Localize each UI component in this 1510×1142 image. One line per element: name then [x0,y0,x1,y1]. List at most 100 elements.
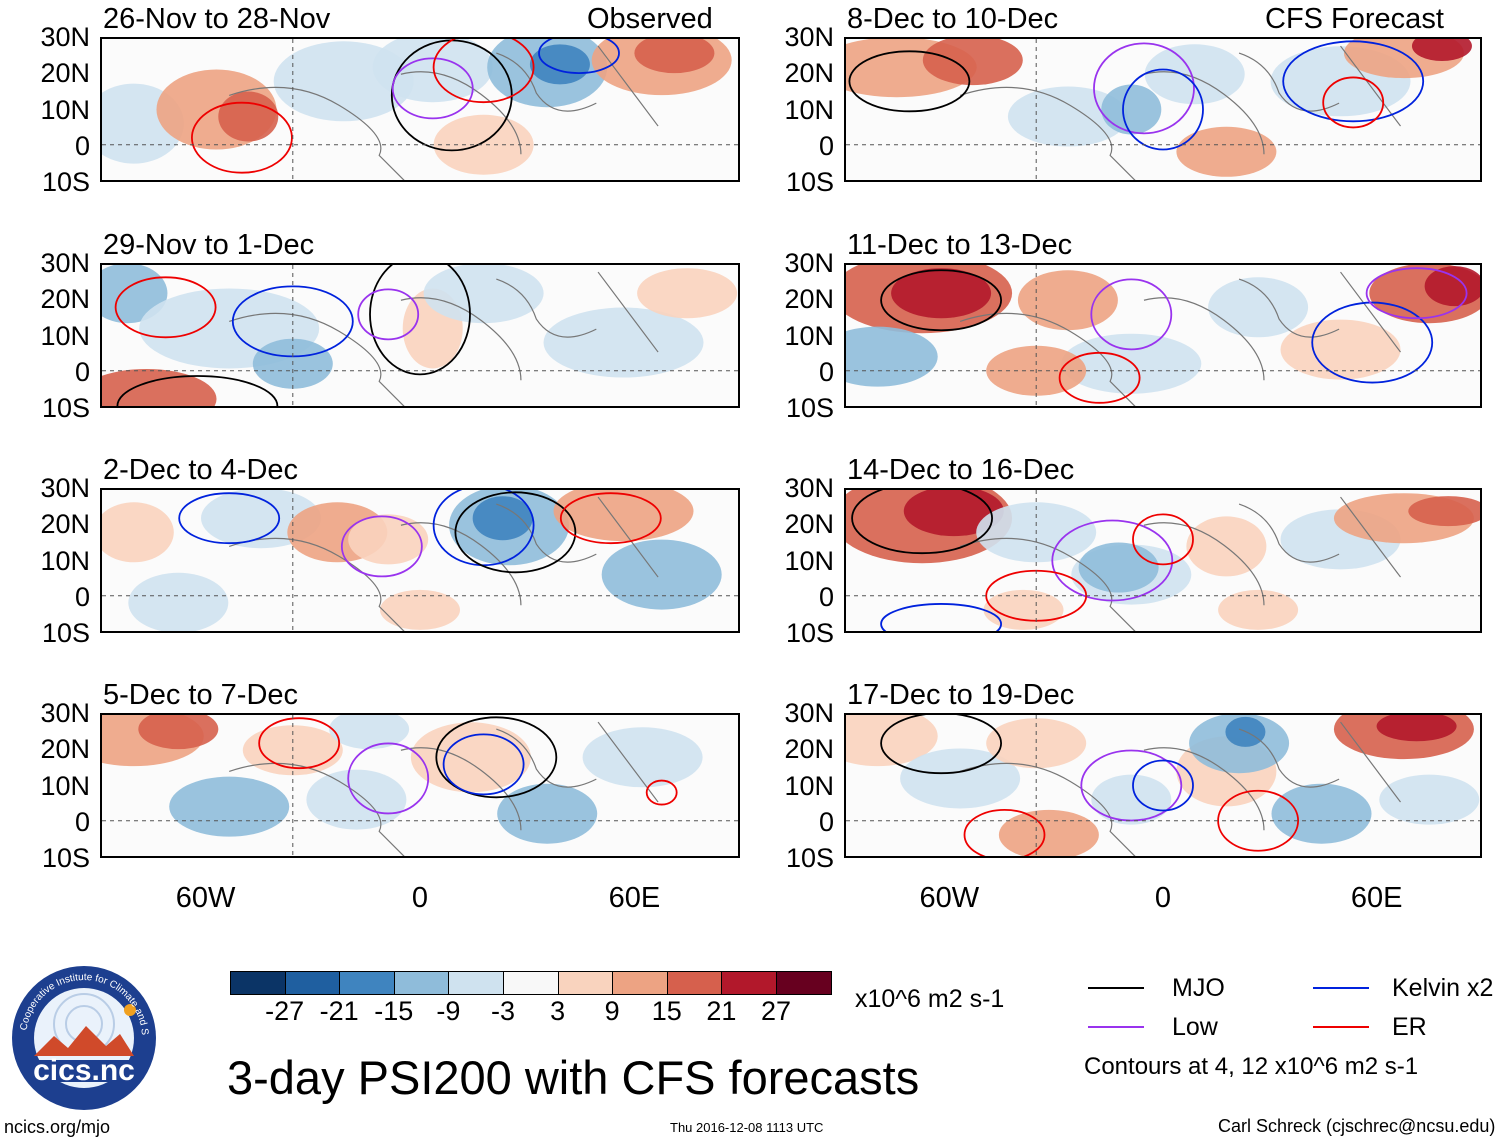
lat-tick-label: 30N [784,698,834,728]
psi-anomaly-blob [634,39,715,74]
wave-contour [357,288,420,341]
coastline [959,721,1401,856]
colorbar-units: x10^6 m2 s-1 [855,985,1005,1013]
wave-contour [114,276,217,339]
colorbar-swatch [776,971,832,995]
lat-tick-label: 10N [784,320,834,351]
colorbar-swatch [339,971,395,995]
coastline [959,271,1401,406]
panel-title: 29-Nov to 1-Dec [103,229,315,261]
lat-tick-label: 0 [74,130,90,161]
lat-tick-label: 20N [784,284,834,315]
lon-tick-label: 60E [1350,882,1403,914]
psi-anomaly-blob [529,44,590,85]
lat-tick-label: 0 [818,581,834,612]
psi-anomaly-blob [1007,86,1128,147]
psi-anomaly-blob [102,368,217,406]
wave-contour [1282,40,1425,123]
wave-contour [1311,301,1434,384]
panel-title: 14-Dec to 16-Dec [847,454,1075,486]
psi-anomaly-blob [372,39,493,103]
psi-anomaly-blob [1078,542,1159,593]
lat-tick-label: 0 [818,356,834,387]
contour-note: Contours at 4, 12 x10^6 m2 s-1 [1084,1053,1419,1080]
panel-title: 2-Dec to 4-Dec [103,454,299,486]
wave-contour [432,490,535,567]
legend-label-low: Low [1172,1013,1218,1041]
psi-anomaly-blob [601,539,722,610]
colorbar-swatch [612,971,668,995]
panel-map [100,263,740,408]
psi-anomaly-blob [922,39,1023,86]
psi-anomaly-blob [1101,84,1162,135]
colorbar-tick-label: -15 [374,996,414,1026]
legend-line-er [1313,1026,1369,1028]
lat-tick-label: 10S [41,393,90,423]
wave-contour [432,39,535,104]
lat-tick-label: 30N [784,248,834,278]
wave-contour [559,492,662,545]
psi-anomaly-blob [582,727,703,788]
panel-map [100,713,740,858]
lat-tick-label: 30N [40,473,90,503]
wave-contour [1132,759,1194,812]
logo-emblem-icon: Cooperative Institute for Climate and Sa… [7,956,156,1110]
wave-contour [1322,76,1385,129]
psi-anomaly-blob [410,722,531,793]
wave-contour [1051,519,1174,602]
colorbar-tick-label: -27 [265,996,305,1026]
lat-tick-label: 30N [784,22,834,52]
lat-tick-label: 20N [40,284,90,315]
coastline [229,45,659,180]
lat-tick-label: 10N [40,320,90,351]
wave-contour [1090,278,1173,351]
footer-url[interactable]: ncics.org/mjo [4,1117,111,1137]
wave-contour [116,375,279,406]
coastline [229,271,659,406]
psi-anomaly-blob [1271,783,1372,844]
lat-tick-label: 10N [40,545,90,576]
psi-anomaly-blob [433,114,534,175]
psi-anomaly-blob [553,490,694,542]
legend-label-kelvin: Kelvin x2 [1392,974,1494,1002]
wave-contour [1122,68,1204,151]
wave-contour [369,265,471,376]
lat-tick-label: 20N [40,509,90,540]
panel-title: 26-Nov to 28-Nov [103,3,331,35]
lon-tick-label: 0 [1154,882,1172,914]
psi-anomaly-blob [128,572,229,631]
lat-tick-label: 20N [784,734,834,765]
psi-anomaly-blob [891,268,992,319]
psi-field-map [846,39,1480,180]
colorbar-tick-label: -21 [319,996,359,1026]
wave-contour [258,717,341,770]
wave-contour [191,101,293,174]
panel-title: 11-Dec to 13-Dec [847,229,1073,261]
lon-tick-label: 60W [175,882,236,914]
psi-field-map [102,490,738,631]
lat-tick-label: 10S [41,618,90,648]
psi-anomaly-blob [102,502,174,563]
lat-tick-label: 0 [818,130,834,161]
psi-anomaly-blob [1408,496,1480,527]
psi-anomaly-blob [986,718,1087,769]
coastline [229,496,659,631]
psi-anomaly-blob [1376,715,1457,742]
lat-tick-label: 10S [785,167,834,197]
lat-tick-label: 10S [785,393,834,423]
wave-contour [347,742,430,815]
colorbar-swatch [503,971,559,995]
panel-map [844,488,1482,633]
wave-contour [454,491,577,574]
colorbar-swatch [393,971,450,995]
colorbar-tick-label: 15 [651,996,682,1026]
colorbar-swatch [448,971,504,995]
lat-tick-label: 30N [784,473,834,503]
psi-anomaly-blob [1017,270,1118,331]
panel-map [844,713,1482,858]
psi-field-map [846,490,1480,631]
wave-contour [1058,351,1141,404]
logo-text: cics.nc [33,1054,135,1087]
lat-tick-label: 10N [784,770,834,801]
psi-anomaly-blob [1208,277,1309,338]
